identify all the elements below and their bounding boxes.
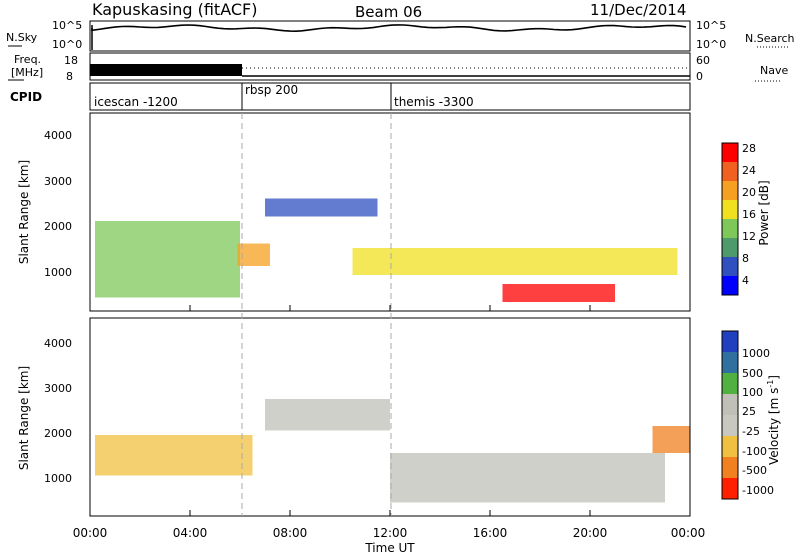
velocity-region-3	[652, 426, 690, 453]
sky-left-tick-top: 10^5	[52, 19, 82, 32]
power-colorbar-swatch-7	[722, 143, 738, 162]
velocity-cbtick-minus1000: -1000	[742, 484, 774, 497]
sky-left-label: N.Sky	[6, 31, 38, 44]
velocity-colorbar-swatch-6	[722, 352, 738, 373]
velocity-region-1	[265, 399, 390, 431]
power-colorbar-swatch-1	[722, 257, 738, 276]
velocity-panel: Slant Range [km] 4000 3000 2000 1000 Vel…	[17, 317, 781, 517]
power-cbtick-24: 24	[742, 164, 756, 177]
freq-label-line2: [MHz]	[11, 66, 43, 79]
freq-tick-top: 18	[64, 54, 78, 67]
date-label: 11/Dec/2014	[590, 1, 686, 19]
power-colorbar-swatch-2	[722, 238, 738, 257]
velocity-colorbar-swatch-5	[722, 373, 738, 394]
station-title: Kapuskasing (fitACF)	[92, 0, 257, 19]
power-cbtick-8: 8	[742, 252, 749, 265]
cpid-segment-icescan: icescan -1200	[94, 95, 178, 109]
power-region-1	[237, 243, 270, 266]
power-region-3	[352, 248, 678, 275]
cpid-segment-rbsp: rbsp 200	[245, 83, 298, 97]
cpid-label: CPID	[10, 90, 42, 104]
power-region-0	[95, 221, 240, 298]
sky-noise-panel: N.Sky 10^5 10^0 10^5 10^0 N.Search	[6, 19, 795, 52]
xtick-1600: 16:00	[473, 526, 508, 540]
power-cbtick-20: 20	[742, 186, 756, 199]
velocity-heatmap-marks	[95, 399, 690, 503]
power-ytick-1000: 1000	[44, 266, 72, 279]
velocity-cbtick-minus25: -25	[742, 425, 760, 438]
power-y-axis-label: Slant Range [km]	[17, 160, 31, 264]
xtick-2000: 20:00	[573, 526, 608, 540]
freq-label-line1: Freq.	[14, 53, 41, 66]
xtick-0400: 04:00	[173, 526, 208, 540]
power-colorbar-swatch-5	[722, 181, 738, 200]
time-axis-ticks	[89, 305, 691, 516]
velocity-colorbar-swatch-2	[722, 436, 738, 457]
velocity-colorbar-label: Velocity [m s-1]	[766, 375, 781, 465]
freq-block-icescan	[90, 64, 242, 76]
power-cbtick-4: 4	[742, 274, 749, 287]
velocity-cbtick-100: 100	[742, 386, 763, 399]
velocity-cbtick-1000: 1000	[742, 347, 770, 360]
power-region-4	[502, 284, 615, 302]
velocity-region-2	[390, 453, 665, 503]
xtick-2400: 00:00	[671, 526, 706, 540]
velocity-cbtick-25: 25	[742, 405, 756, 418]
velocity-colorbar-swatch-1	[722, 457, 738, 478]
power-ytick-3000: 3000	[44, 175, 72, 188]
frequency-panel: Freq. [MHz] 18 8 60 0 Nave	[8, 52, 788, 83]
velocity-colorbar-frame	[721, 330, 739, 500]
velocity-colorbar-swatch-3	[722, 415, 738, 436]
velocity-colorbar-swatch-0	[722, 478, 738, 499]
velocity-y-axis-label: Slant Range [km]	[17, 366, 31, 470]
cpid-panel: CPID icescan -1200 rbsp 200 themis -3300	[10, 82, 691, 111]
sky-right-tick-top: 10^5	[696, 19, 726, 32]
velocity-cbtick-500: 500	[742, 367, 763, 380]
sky-right-label: N.Search	[745, 32, 795, 45]
xtick-1200: 12:00	[373, 526, 408, 540]
power-colorbar-swatch-4	[722, 200, 738, 219]
sky-right-tick-bottom: 10^0	[696, 38, 726, 51]
xtick-0000: 00:00	[73, 526, 108, 540]
beam-label: Beam 06	[355, 3, 422, 21]
velocity-colorbar-swatch-4	[722, 394, 738, 415]
power-heatmap-marks	[95, 198, 678, 302]
power-colorbar-frame	[721, 142, 739, 296]
velocity-cbtick-minus100: -100	[742, 445, 767, 458]
xtick-0800: 08:00	[273, 526, 308, 540]
mode-change-lines	[241, 113, 392, 516]
velocity-ytick-2000: 2000	[44, 427, 72, 440]
sky-noise-trace	[91, 24, 687, 33]
velocity-colorbar-swatch-7	[722, 331, 738, 352]
velocity-ytick-4000: 4000	[44, 337, 72, 350]
velocity-ytick-3000: 3000	[44, 382, 72, 395]
nave-tick-top: 60	[696, 54, 710, 67]
power-cbtick-28: 28	[742, 142, 756, 155]
velocity-ytick-1000: 1000	[44, 472, 72, 485]
velocity-region-0	[95, 435, 253, 476]
power-panel: Slant Range [km] 4000 3000 2000 1000 Pow…	[17, 112, 771, 312]
power-colorbar	[721, 142, 739, 296]
power-colorbar-swatch-3	[722, 219, 738, 238]
nave-tick-bottom: 0	[696, 70, 703, 83]
velocity-cbtick-minus500: -500	[742, 464, 767, 477]
x-axis-label: Time UT	[364, 541, 415, 554]
freq-tick-bottom: 8	[66, 70, 73, 83]
power-colorbar-swatch-6	[722, 162, 738, 181]
power-region-2	[265, 198, 378, 217]
power-ytick-4000: 4000	[44, 129, 72, 142]
sky-left-tick-bottom: 10^0	[52, 38, 82, 51]
velocity-colorbar	[721, 330, 739, 500]
power-colorbar-label: Power [dB]	[757, 180, 771, 245]
power-colorbar-swatch-0	[722, 276, 738, 295]
power-ytick-2000: 2000	[44, 220, 72, 233]
power-cbtick-16: 16	[742, 208, 756, 221]
nave-label: Nave	[760, 64, 788, 77]
power-cbtick-12: 12	[742, 230, 756, 243]
cpid-segment-themis: themis -3300	[394, 95, 474, 109]
